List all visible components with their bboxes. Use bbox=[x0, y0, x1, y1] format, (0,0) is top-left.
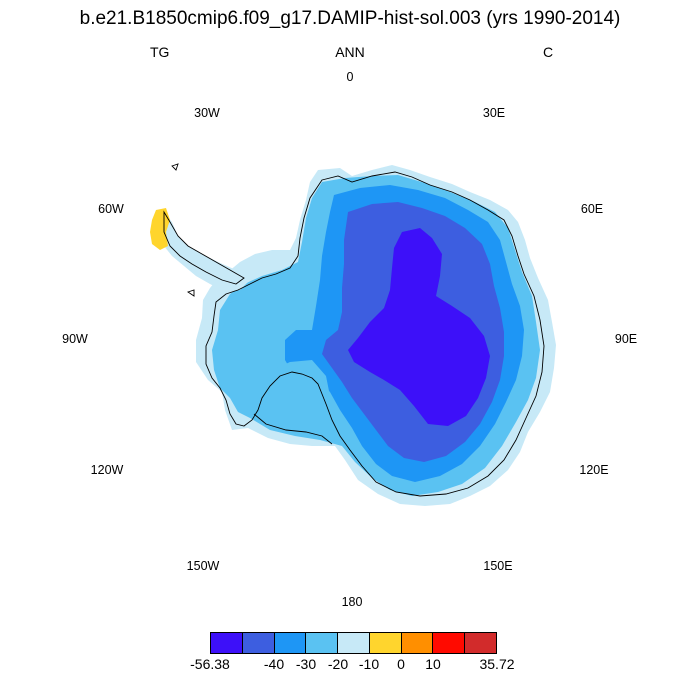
colorbar-swatch bbox=[401, 633, 434, 653]
lon-label-0: 0 bbox=[346, 70, 354, 84]
lon-label-150e: 150E bbox=[483, 559, 513, 573]
lon-label-30w: 30W bbox=[194, 106, 220, 120]
lon-label-60e: 60E bbox=[580, 202, 604, 216]
coastline bbox=[163, 163, 545, 497]
colorbar-label: -30 bbox=[295, 656, 317, 672]
lon-label-60w: 60W bbox=[98, 202, 124, 216]
plot-title: b.e21.B1850cmip6.f09_g17.DAMIP-hist-sol.… bbox=[79, 8, 621, 29]
season-label: ANN bbox=[335, 44, 365, 60]
colorbar-label: 0 bbox=[397, 656, 405, 672]
colorbar-label-min: -56.38 bbox=[190, 656, 230, 672]
lon-label-90e: 90E bbox=[614, 332, 638, 346]
colorbar-swatch bbox=[211, 633, 243, 653]
region-peninsula-tip bbox=[150, 208, 170, 250]
colorbar-swatch bbox=[306, 633, 339, 653]
region-peninsula bbox=[160, 212, 250, 292]
colorbar-label: 10 bbox=[425, 656, 441, 672]
colorbar-swatch bbox=[242, 633, 275, 653]
colorbar-label: -40 bbox=[263, 656, 285, 672]
lon-label-150w: 150W bbox=[186, 559, 220, 573]
colorbar-swatch bbox=[369, 633, 402, 653]
colorbar-label-max: 35.72 bbox=[479, 656, 515, 672]
lon-label-120e: 120E bbox=[579, 463, 609, 477]
region-west-interior bbox=[258, 360, 330, 430]
colorbar-swatch bbox=[433, 633, 466, 653]
lon-label-90w: 90W bbox=[62, 332, 88, 346]
region-below-minus40 bbox=[348, 228, 490, 426]
colorbar-label: -20 bbox=[327, 656, 349, 672]
colorbar-swatch bbox=[465, 633, 497, 653]
colorbar-swatch bbox=[274, 633, 307, 653]
colorbar-label: -10 bbox=[358, 656, 380, 672]
colorbar bbox=[210, 632, 497, 654]
lon-label-120w: 120W bbox=[90, 463, 124, 477]
lon-label-180: 180 bbox=[341, 595, 363, 609]
variable-label: TG bbox=[150, 44, 170, 60]
lon-label-30e: 30E bbox=[482, 106, 506, 120]
units-label: C bbox=[543, 44, 554, 60]
colorbar-swatch bbox=[338, 633, 370, 653]
